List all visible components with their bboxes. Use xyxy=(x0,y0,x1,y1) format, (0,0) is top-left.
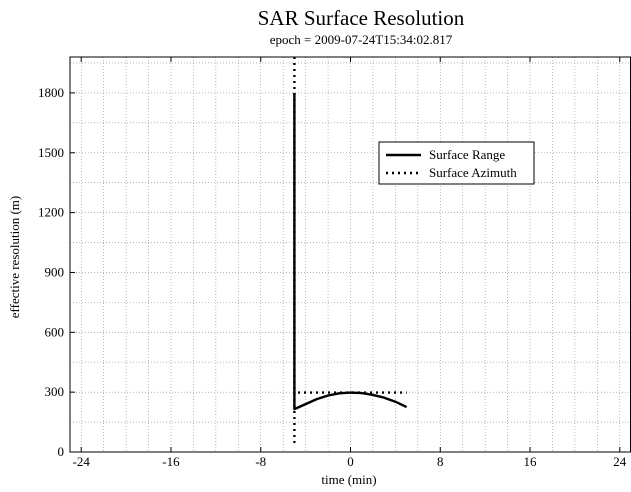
y-tick-label: 600 xyxy=(45,324,65,339)
grid-layer xyxy=(70,57,631,452)
x-tick-label: -24 xyxy=(73,454,91,469)
y-axis-label: effective resolution (m) xyxy=(7,196,22,319)
x-tick-label: 24 xyxy=(613,454,627,469)
x-tick-label: 16 xyxy=(524,454,538,469)
x-axis-label: time (min) xyxy=(321,472,376,487)
y-tick-label: 1200 xyxy=(38,205,64,220)
legend-label-surface-range: Surface Range xyxy=(429,147,505,162)
x-tick-label: 0 xyxy=(347,454,354,469)
y-tick-label: 300 xyxy=(45,384,65,399)
series-layer xyxy=(293,57,408,444)
legend: Surface Range Surface Azimuth xyxy=(378,141,535,185)
legend-label-surface-azimuth: Surface Azimuth xyxy=(429,165,517,180)
chart-subtitle: epoch = 2009-07-24T15:34:02.817 xyxy=(270,32,453,47)
y-tick-label: 1800 xyxy=(38,85,64,100)
y-tick-label: 0 xyxy=(58,444,65,459)
y-tick-label: 1500 xyxy=(38,145,64,160)
y-tick-label: 900 xyxy=(45,264,65,279)
series-line-surface-range xyxy=(293,92,408,411)
legend-box xyxy=(378,141,535,185)
chart-title: SAR Surface Resolution xyxy=(258,6,465,30)
x-tick-label: -16 xyxy=(162,454,180,469)
x-tick-label: 8 xyxy=(437,454,444,469)
tick-layer: -24 -16 -8 0 8 16 24 0 300 600 900 1200 1500 1800 xyxy=(38,57,627,469)
x-tick-label: -8 xyxy=(255,454,266,469)
